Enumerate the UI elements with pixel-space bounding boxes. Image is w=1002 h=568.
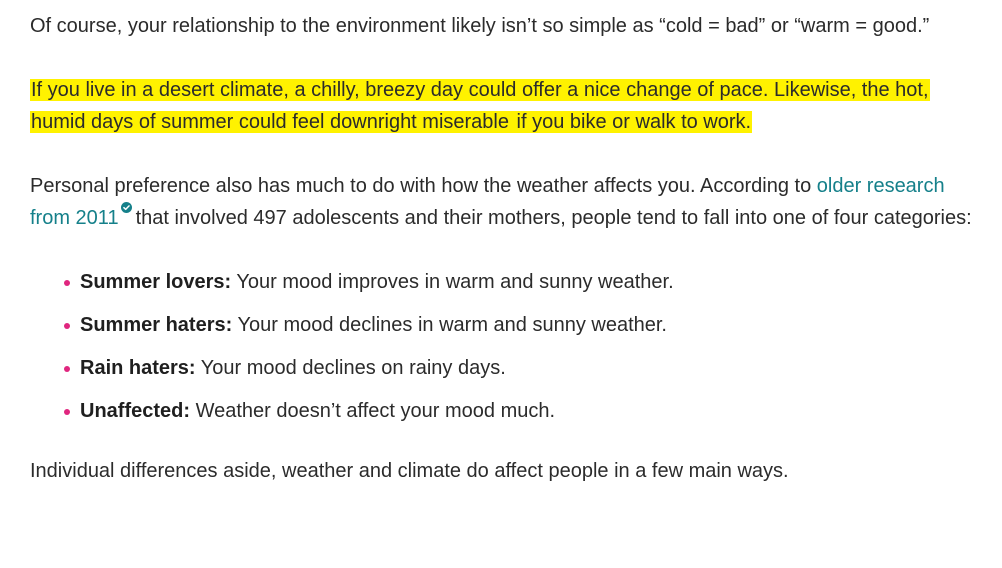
bullet-dot	[64, 280, 70, 286]
list-item-rain-haters: Rain haters: Your mood declines on rainy…	[60, 352, 980, 384]
paragraph-conclusion: Individual differences aside, weather an…	[30, 460, 789, 482]
paragraph-preference: Personal preference also has much to do …	[30, 170, 980, 234]
preference-text-before: Personal preference also has much to do …	[30, 175, 817, 197]
category-description: Weather doesn’t affect your mood much.	[190, 400, 556, 422]
category-term: Rain haters:	[80, 357, 196, 379]
list-item-summer-lovers: Summer lovers: Your mood improves in war…	[60, 266, 980, 298]
list-item-unaffected: Unaffected: Weather doesn’t affect your …	[60, 395, 980, 427]
category-term: Summer haters:	[80, 314, 233, 336]
category-description: Your mood improves in warm and sunny wea…	[231, 271, 674, 293]
bullet-dot	[64, 323, 70, 329]
category-list: Summer lovers: Your mood improves in war…	[30, 266, 980, 427]
article-body: Of course, your relationship to the envi…	[30, 15, 980, 482]
highlight-desert-climate: If you live in a desert climate, a chill…	[30, 79, 930, 133]
bullet-dot	[64, 409, 70, 415]
paragraph-highlighted: If you live in a desert climate, a chill…	[30, 74, 980, 138]
category-description: Your mood declines on rainy days.	[195, 357, 506, 379]
category-description: Your mood declines in warm and sunny wea…	[232, 314, 667, 336]
list-item-summer-haters: Summer haters: Your mood declines in war…	[60, 309, 980, 341]
preference-text-after: that involved 497 adolescents and their …	[135, 207, 972, 229]
highlight-bike-walk: if you bike or walk to work.	[510, 111, 753, 133]
bullet-dot	[64, 366, 70, 372]
paragraph-intro: Of course, your relationship to the envi…	[30, 15, 930, 37]
research-link[interactable]: older research from 2011	[30, 175, 945, 229]
category-term: Unaffected:	[80, 400, 191, 422]
category-term: Summer lovers:	[80, 271, 232, 293]
verified-check-icon	[120, 202, 132, 213]
